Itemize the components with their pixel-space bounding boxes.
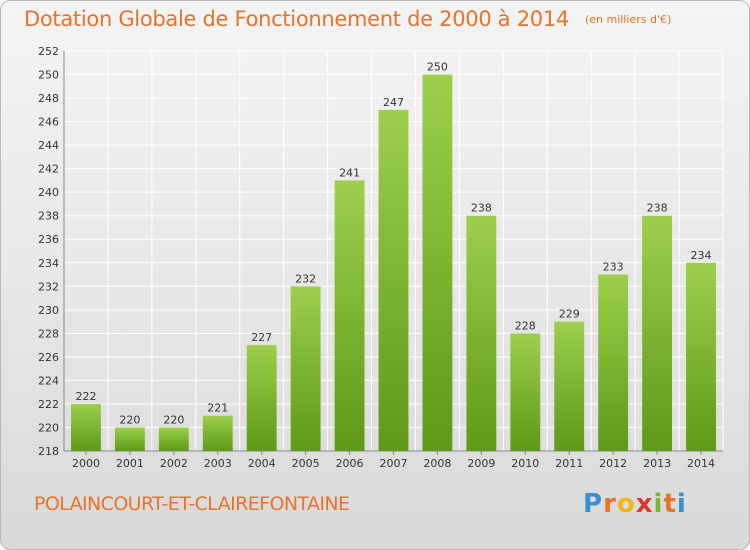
x-tick-label: 2011 [555, 457, 583, 470]
bar-value-label: 241 [339, 166, 360, 179]
chart-title: Dotation Globale de Fonctionnement de 20… [24, 7, 569, 31]
bar [642, 215, 673, 451]
x-tick-label: 2013 [643, 457, 671, 470]
y-tick-label: 220 [38, 421, 59, 434]
y-tick-label: 238 [38, 210, 59, 223]
y-tick-label: 222 [38, 398, 59, 411]
x-tick-label: 2005 [292, 457, 320, 470]
y-tick-label: 228 [38, 327, 59, 340]
bar-value-label: 227 [251, 331, 272, 344]
x-tick-label: 2007 [380, 457, 408, 470]
bar-value-label: 238 [647, 202, 668, 215]
bar-value-label: 233 [603, 261, 624, 274]
y-tick-label: 230 [38, 304, 59, 317]
x-tick-label: 2003 [204, 457, 232, 470]
x-tick-label: 2001 [116, 457, 144, 470]
y-tick-label: 252 [38, 45, 59, 58]
logo-letter: x [635, 489, 654, 519]
x-tick-label: 2006 [336, 457, 364, 470]
logo-letter: i [676, 489, 687, 519]
x-tick-label: 2012 [599, 457, 627, 470]
y-tick-label: 226 [38, 351, 59, 364]
proxiti-logo: Proxiti [583, 489, 687, 519]
logo-letter: o [616, 489, 636, 519]
x-tick-label: 2010 [511, 457, 539, 470]
x-tick-label: 2002 [160, 457, 188, 470]
bar-value-label: 234 [691, 249, 712, 262]
title-row: Dotation Globale de Fonctionnement de 20… [24, 7, 671, 31]
y-tick-label: 218 [38, 445, 59, 458]
x-tick-label: 2008 [423, 457, 451, 470]
bar [158, 427, 189, 451]
bar [114, 427, 145, 451]
bar [202, 415, 233, 451]
y-tick-label: 232 [38, 280, 59, 293]
logo-letter: i [653, 489, 664, 519]
bar [246, 345, 277, 451]
bar [378, 109, 409, 451]
chart-unit: (en milliers d'€) [584, 13, 672, 26]
x-tick-label: 2009 [467, 457, 495, 470]
y-tick-label: 246 [38, 116, 59, 129]
x-tick-label: 2000 [72, 457, 100, 470]
bar [71, 403, 101, 451]
bar-value-label: 220 [119, 413, 140, 426]
bar-value-label: 229 [559, 308, 580, 321]
logo-letter: t [663, 489, 677, 519]
y-tick-label: 224 [38, 374, 59, 387]
bar [290, 286, 321, 451]
bar-value-label: 250 [427, 61, 448, 74]
bar-value-label: 247 [383, 96, 404, 109]
y-tick-label: 242 [38, 163, 59, 176]
bar-value-label: 221 [207, 402, 228, 415]
bar [334, 180, 365, 452]
bar-value-label: 222 [75, 390, 96, 403]
y-tick-label: 236 [38, 233, 59, 246]
logo-letter: P [583, 489, 604, 519]
commune-name: POLAINCOURT-ET-CLAIREFONTAINE [34, 493, 350, 515]
bar-value-label: 228 [515, 319, 536, 332]
x-tick-label: 2014 [687, 457, 715, 470]
bar-value-label: 220 [163, 413, 184, 426]
y-tick-label: 250 [38, 69, 59, 82]
bar [686, 262, 716, 451]
bar-value-label: 238 [471, 202, 492, 215]
bar-value-label: 232 [295, 272, 316, 285]
y-tick-label: 234 [38, 257, 59, 270]
bar [422, 74, 453, 451]
bar [466, 215, 497, 451]
y-tick-label: 240 [38, 186, 59, 199]
y-tick-label: 248 [38, 92, 59, 105]
bar [598, 274, 629, 451]
bar [510, 333, 541, 451]
bar [554, 321, 585, 451]
logo-letter: r [603, 489, 617, 519]
y-tick-label: 244 [38, 139, 59, 152]
x-tick-label: 2004 [248, 457, 276, 470]
